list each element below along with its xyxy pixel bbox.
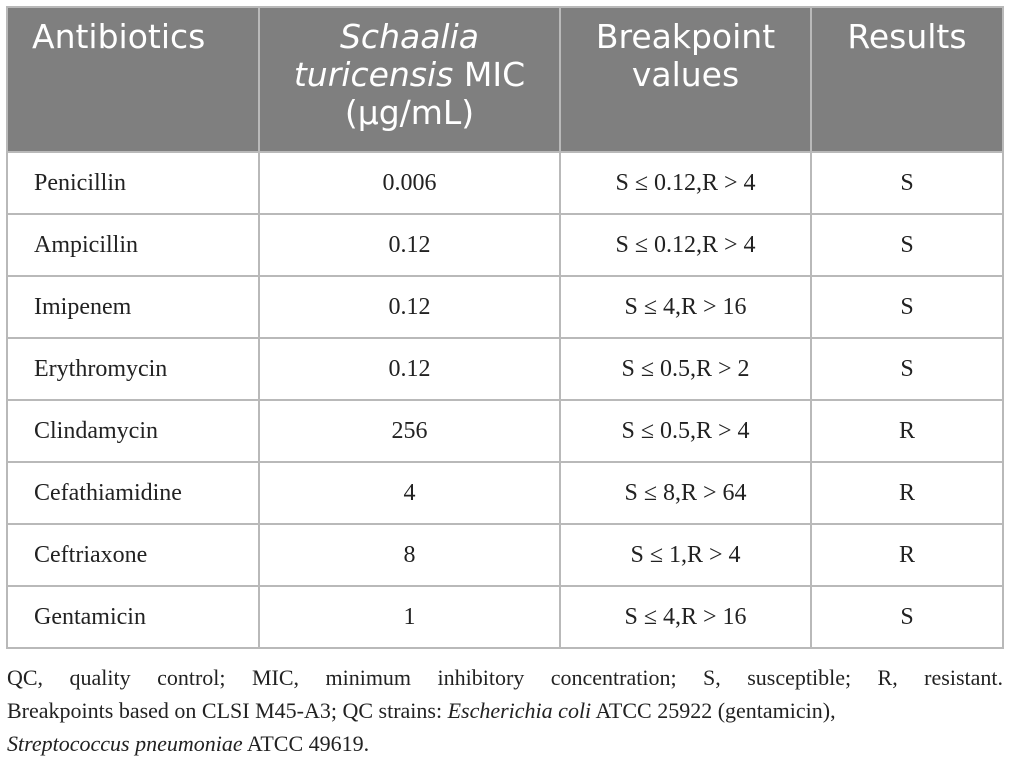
cell-result: S [810, 151, 1004, 215]
table-row: Clindamycin 256 S ≤ 0.5,R > 4 R [6, 399, 1004, 463]
cell-result: R [810, 399, 1004, 463]
table-row: Cefathiamidine 4 S ≤ 8,R > 64 R [6, 461, 1004, 525]
cell-mic: 1 [258, 585, 561, 649]
cell-result: R [810, 523, 1004, 587]
table-row: Imipenem 0.12 S ≤ 4,R > 16 S [6, 275, 1004, 339]
footnote-strep-strain: ATCC 49619. [242, 731, 370, 756]
table-row: Ceftriaxone 8 S ≤ 1,R > 4 R [6, 523, 1004, 587]
header-antibiotics: Antibiotics [6, 6, 260, 153]
cell-mic: 0.12 [258, 337, 561, 401]
cell-antibiotic: Clindamycin [6, 399, 260, 463]
footnote-breakpoints: Breakpoints based on CLSI M45-A3; QC str… [7, 694, 1003, 727]
cell-mic: 0.006 [258, 151, 561, 215]
cell-breakpoint: S ≤ 4,R > 16 [559, 585, 812, 649]
footnote-abbreviations: QC, quality control; MIC, minimum inhibi… [7, 665, 1003, 690]
cell-antibiotic: Gentamicin [6, 585, 260, 649]
table-row: Erythromycin 0.12 S ≤ 0.5,R > 2 S [6, 337, 1004, 401]
cell-breakpoint: S ≤ 4,R > 16 [559, 275, 812, 339]
table-header-row: Antibiotics Schaalia turicensis MIC (µg/… [6, 6, 1004, 153]
footnote-strep: Streptococcus pneumoniae ATCC 49619. [7, 727, 1003, 760]
table-footnote: QC, quality control; MIC, minimum inhibi… [7, 661, 1003, 760]
header-mic: Schaalia turicensis MIC (µg/mL) [258, 6, 561, 153]
cell-result: S [810, 213, 1004, 277]
mic-table-container: Antibiotics Schaalia turicensis MIC (µg/… [6, 6, 1004, 649]
footnote-breakpoints-prefix: Breakpoints based on CLSI M45-A3; QC str… [7, 698, 448, 723]
footnote-ecoli-strain: ATCC 25922 (gentamicin), [591, 698, 836, 723]
cell-result: R [810, 461, 1004, 525]
cell-antibiotic: Erythromycin [6, 337, 260, 401]
cell-antibiotic: Cefathiamidine [6, 461, 260, 525]
cell-mic: 4 [258, 461, 561, 525]
footnote-ecoli: Escherichia coli [447, 698, 592, 723]
cell-breakpoint: S ≤ 0.12,R > 4 [559, 151, 812, 215]
cell-mic: 0.12 [258, 275, 561, 339]
cell-breakpoint: S ≤ 0.12,R > 4 [559, 213, 812, 277]
cell-breakpoint: S ≤ 0.5,R > 2 [559, 337, 812, 401]
cell-result: S [810, 275, 1004, 339]
cell-breakpoint: S ≤ 1,R > 4 [559, 523, 812, 587]
cell-result: S [810, 337, 1004, 401]
footnote-strep-name: Streptococcus pneumoniae [7, 731, 243, 756]
header-mic-organism: Schaalia turicensis [293, 17, 479, 94]
table-row: Ampicillin 0.12 S ≤ 0.12,R > 4 S [6, 213, 1004, 277]
cell-breakpoint: S ≤ 8,R > 64 [559, 461, 812, 525]
cell-antibiotic: Ampicillin [6, 213, 260, 277]
header-breakpoint: Breakpoint values [559, 6, 812, 153]
cell-breakpoint: S ≤ 0.5,R > 4 [559, 399, 812, 463]
cell-mic: 8 [258, 523, 561, 587]
header-mic-unit: MIC (µg/mL) [344, 55, 526, 132]
cell-mic: 256 [258, 399, 561, 463]
header-results: Results [810, 6, 1004, 153]
mic-table: Antibiotics Schaalia turicensis MIC (µg/… [6, 6, 1004, 649]
cell-mic: 0.12 [258, 213, 561, 277]
cell-result: S [810, 585, 1004, 649]
table-row: Penicillin 0.006 S ≤ 0.12,R > 4 S [6, 151, 1004, 215]
cell-antibiotic: Ceftriaxone [6, 523, 260, 587]
cell-antibiotic: Imipenem [6, 275, 260, 339]
cell-antibiotic: Penicillin [6, 151, 260, 215]
table-row: Gentamicin 1 S ≤ 4,R > 16 S [6, 585, 1004, 649]
